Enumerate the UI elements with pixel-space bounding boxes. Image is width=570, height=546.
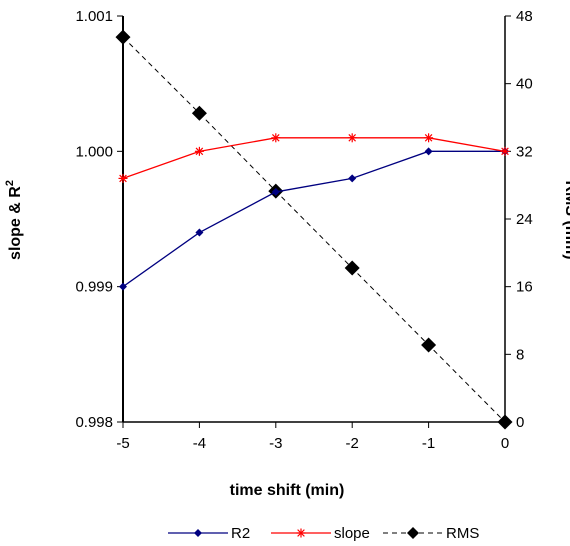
data-point <box>115 29 131 45</box>
y-tick-label: 1.000 <box>75 143 113 160</box>
x-tick-label: -2 <box>346 435 359 452</box>
legend: R2 slope RMS <box>168 525 479 542</box>
data-point <box>119 282 127 291</box>
x-tick-label: -3 <box>269 435 282 452</box>
data-point <box>407 527 419 539</box>
legend-label: slope <box>334 525 370 542</box>
data-point <box>424 133 434 143</box>
data-point <box>191 105 207 121</box>
y-tick-label: 0.998 <box>75 414 113 431</box>
x-tick-label: -5 <box>116 435 129 452</box>
data-point <box>194 146 204 156</box>
data-point <box>194 529 202 537</box>
legend-item-r2: R2 <box>168 525 250 542</box>
data-point <box>497 414 513 430</box>
legend-label: R2 <box>231 525 250 542</box>
y2-tick-label: 16 <box>516 279 533 296</box>
y2-tick-label: 24 <box>516 211 533 228</box>
y2-tick-label: 40 <box>516 76 533 93</box>
series-slope <box>118 133 510 183</box>
data-point <box>195 228 204 237</box>
y-axis-title-text: slope & R <box>7 186 24 260</box>
data-point <box>500 146 510 156</box>
legend-item-slope: slope <box>271 525 370 542</box>
data-point <box>296 528 306 538</box>
series-line-rms <box>122 36 506 423</box>
series-layer <box>115 29 513 430</box>
series-line-r2 <box>122 150 505 288</box>
y2-tick-label: 0 <box>516 414 524 431</box>
data-point <box>421 337 437 353</box>
series-rms <box>115 29 513 430</box>
series-line-slope <box>122 137 506 180</box>
y-axis-title-superscript: 2 <box>4 180 16 186</box>
y-tick-label: 1.001 <box>75 8 113 25</box>
x-tick-label: 0 <box>501 435 509 452</box>
y2-tick-label: 32 <box>516 143 533 160</box>
x-tick-label: -4 <box>193 435 206 452</box>
y-axis-title: slope & R2 <box>4 180 24 260</box>
data-point <box>118 173 128 183</box>
y2-tick-label: 8 <box>516 346 524 363</box>
legend-label: RMS <box>446 525 479 542</box>
y-tick-label: 0.999 <box>75 279 113 296</box>
x-axis-title: time shift (min) <box>230 482 345 499</box>
data-point <box>344 260 360 276</box>
data-point <box>271 187 280 196</box>
data-point <box>424 147 433 156</box>
series-r2 <box>119 147 509 291</box>
x-tick-label: -1 <box>422 435 435 452</box>
y2-tick-label: 48 <box>516 8 533 25</box>
legend-item-rms: RMS <box>383 525 479 542</box>
y2-axis-title: RMS (mm) <box>562 180 570 259</box>
data-point <box>347 133 357 143</box>
data-point <box>271 133 281 143</box>
tick-labels: 0.998 0.999 1.000 1.001 0 8 16 24 32 40 48 -5 -4 -3 -2… <box>75 8 532 452</box>
axes <box>117 15 511 428</box>
data-point <box>348 174 357 183</box>
